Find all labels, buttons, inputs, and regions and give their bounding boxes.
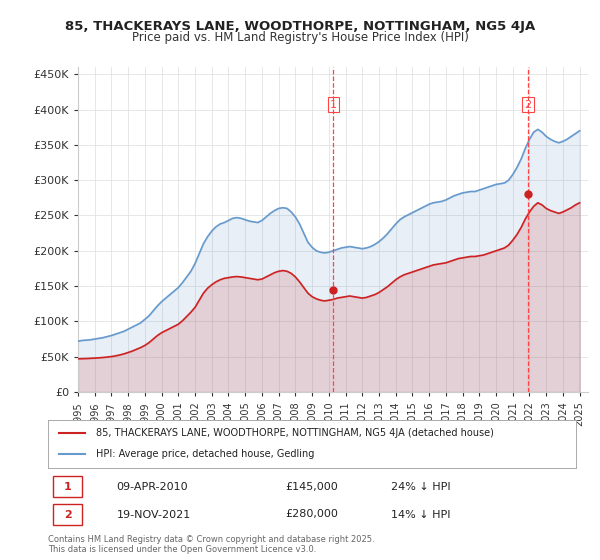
FancyBboxPatch shape bbox=[53, 476, 82, 497]
Text: £145,000: £145,000 bbox=[286, 482, 338, 492]
Text: 1: 1 bbox=[330, 100, 337, 110]
Text: HPI: Average price, detached house, Gedling: HPI: Average price, detached house, Gedl… bbox=[95, 449, 314, 459]
Text: 2: 2 bbox=[524, 100, 532, 110]
Text: £280,000: £280,000 bbox=[286, 510, 338, 520]
Text: Price paid vs. HM Land Registry's House Price Index (HPI): Price paid vs. HM Land Registry's House … bbox=[131, 31, 469, 44]
Text: Contains HM Land Registry data © Crown copyright and database right 2025.
This d: Contains HM Land Registry data © Crown c… bbox=[48, 535, 374, 554]
FancyBboxPatch shape bbox=[53, 504, 82, 525]
Text: 85, THACKERAYS LANE, WOODTHORPE, NOTTINGHAM, NG5 4JA (detached house): 85, THACKERAYS LANE, WOODTHORPE, NOTTING… bbox=[95, 428, 493, 438]
Text: 85, THACKERAYS LANE, WOODTHORPE, NOTTINGHAM, NG5 4JA: 85, THACKERAYS LANE, WOODTHORPE, NOTTING… bbox=[65, 20, 535, 32]
Text: 1: 1 bbox=[64, 482, 71, 492]
Text: 24% ↓ HPI: 24% ↓ HPI bbox=[391, 482, 451, 492]
Text: 09-APR-2010: 09-APR-2010 bbox=[116, 482, 188, 492]
Text: 2: 2 bbox=[64, 510, 71, 520]
Text: 19-NOV-2021: 19-NOV-2021 bbox=[116, 510, 191, 520]
Text: 14% ↓ HPI: 14% ↓ HPI bbox=[391, 510, 451, 520]
